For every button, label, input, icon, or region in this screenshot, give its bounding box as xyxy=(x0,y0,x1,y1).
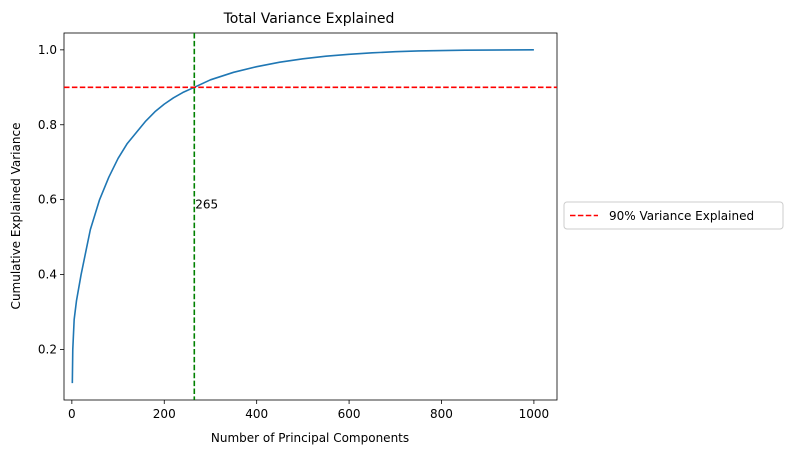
x-tick-label: 800 xyxy=(430,407,453,421)
threshold-annotation: 265 xyxy=(195,197,218,211)
x-tick-label: 200 xyxy=(153,407,176,421)
x-tick-label: 600 xyxy=(338,407,361,421)
y-tick-label: 0.8 xyxy=(38,118,57,132)
legend: 90% Variance Explained xyxy=(563,201,784,230)
x-axis-ticks: 0 200 400 600 800 1000 xyxy=(68,400,549,421)
x-axis-label: Number of Principal Components xyxy=(211,431,409,445)
y-tick-label: 0.4 xyxy=(38,268,57,282)
plot-frame xyxy=(63,32,558,401)
y-tick-label: 0.2 xyxy=(38,342,57,356)
x-tick-label: 1000 xyxy=(519,407,550,421)
x-tick-label: 400 xyxy=(245,407,268,421)
plot-area: 265 xyxy=(63,32,558,401)
legend-box xyxy=(563,201,784,230)
x-tick-label: 0 xyxy=(68,407,76,421)
y-axis-label: Cumulative Explained Variance xyxy=(9,123,23,310)
chart-title: Total Variance Explained xyxy=(223,11,395,27)
legend-entry-hline: 90% Variance Explained xyxy=(609,209,754,223)
series-line-0 xyxy=(71,49,534,384)
y-tick-label: 1.0 xyxy=(38,43,57,57)
y-axis-ticks: 0.2 0.4 0.6 0.8 1.0 xyxy=(38,43,64,356)
y-tick-label: 0.6 xyxy=(38,193,57,207)
